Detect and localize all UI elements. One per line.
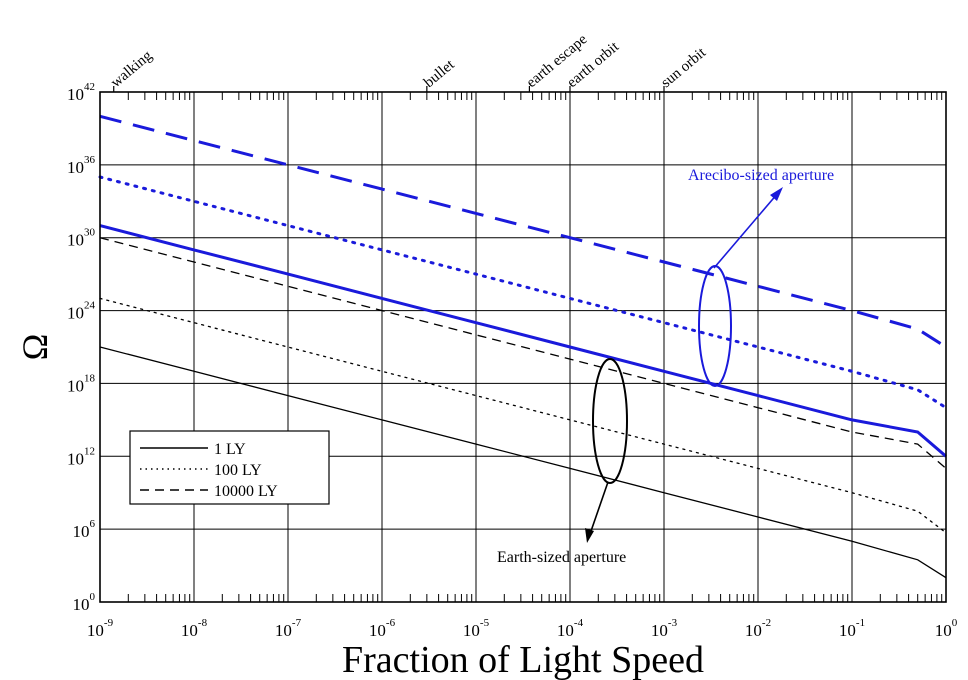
arecibo-arrow-line [713, 192, 779, 269]
arecibo-label: Arecibo-sized aperture [688, 167, 834, 184]
top-marker-label: bullet [421, 56, 458, 91]
earth-ellipse [592, 358, 628, 484]
series-line-dotted [98, 175, 948, 410]
series-line-solid [99, 224, 947, 458]
series-layer [98, 114, 948, 579]
x-tick-label: 10-6 [369, 617, 396, 640]
legend-box [129, 430, 330, 505]
x-tick-labels: 10-9 10-8 10-7 10-6 10-5 10-4 10-3 10-2 10-1 100 [87, 617, 958, 640]
top-marker-label: sun orbit [658, 44, 709, 91]
x-tick-label: 10-2 [745, 617, 771, 640]
arecibo-ellipse [698, 265, 732, 387]
y-axis-label: Ω [15, 334, 55, 361]
series-line-dashed [99, 237, 947, 469]
series-line-dotted [99, 297, 947, 534]
y-tick-label: 1018 [67, 372, 96, 395]
y-tick-label: 1012 [67, 445, 95, 468]
y-tick-label: 106 [73, 518, 96, 541]
x-tick-label: 10-5 [463, 617, 490, 640]
earth-label: Earth-sized aperture [497, 549, 626, 566]
y-tick-label: 1030 [67, 227, 96, 250]
x-tick-label: 10-3 [651, 617, 678, 640]
series-line-dashed [99, 114, 947, 349]
legend: 1 LY 100 LY 10000 LY [129, 430, 330, 505]
x-tick-label: 10-8 [181, 617, 208, 640]
x-tick-label: 10-1 [839, 617, 865, 640]
x-tick-label: 10-4 [557, 617, 584, 640]
x-tick-label: 10-7 [275, 617, 302, 640]
series-line-solid [99, 346, 947, 579]
earth-annotation: Earth-sized aperture [497, 358, 628, 566]
top-marker-label: walking [108, 47, 156, 91]
x-tick-label: 10-9 [87, 617, 114, 640]
y-tick-labels: 100 106 1012 1018 1024 1030 1036 1042 [67, 81, 96, 614]
earth-arrow-head [585, 528, 594, 543]
earth-arrow-line [589, 481, 609, 535]
legend-label-100ly: 100 LY [214, 462, 262, 479]
arecibo-annotation: Arecibo-sized aperture [688, 167, 834, 387]
y-tick-label: 1036 [67, 154, 96, 177]
y-tick-label: 1024 [67, 300, 96, 323]
y-tick-label: 100 [73, 591, 96, 614]
x-tick-label: 100 [935, 617, 958, 640]
x-axis-label: Fraction of Light Speed [342, 639, 704, 680]
legend-label-1ly: 1 LY [214, 441, 246, 458]
y-tick-label: 1042 [67, 81, 95, 104]
minor-ticks [127, 92, 943, 602]
legend-label-10000ly: 10000 LY [214, 483, 278, 500]
arecibo-arrow-head [770, 187, 783, 201]
plot-frame [99, 91, 947, 603]
